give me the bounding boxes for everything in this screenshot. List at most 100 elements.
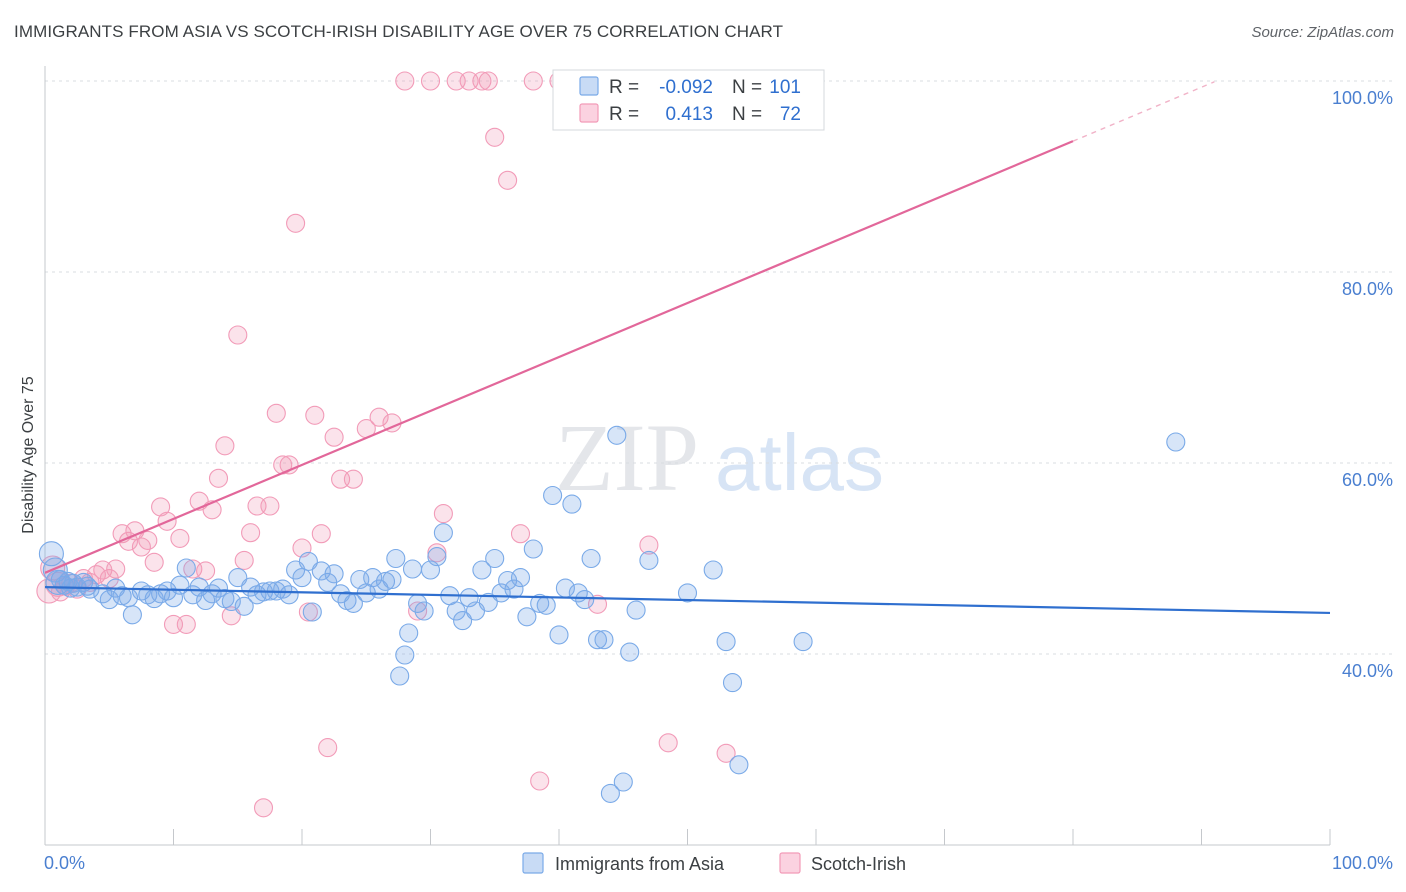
- point-scotch-irish-30: [221, 606, 241, 626]
- y-axis-title: Disability Age Over 75: [20, 376, 37, 534]
- point-scotch-irish-61: [485, 127, 505, 147]
- point-immigrants-asia-59: [390, 666, 410, 686]
- point-immigrants-asia-13: [99, 590, 119, 610]
- point-immigrants-asia-101: [716, 632, 736, 652]
- point-immigrants-asia-60: [395, 645, 415, 665]
- legend-n-value-pink: 72: [780, 104, 801, 125]
- trend-lines: [44, 81, 1331, 615]
- point-immigrants-asia-62: [402, 559, 423, 579]
- bottom-legend-label-pink: Scotch-Irish: [811, 854, 906, 874]
- point-immigrants-asia-41: [279, 585, 299, 605]
- point-immigrants-asia-70: [453, 611, 473, 631]
- point-scotch-irish-33: [241, 523, 261, 543]
- point-scotch-irish-54: [420, 71, 441, 91]
- y-tick-label-40: 40.0%: [1342, 661, 1393, 681]
- point-scotch-irish-60: [478, 71, 498, 91]
- legend-r-label-blue: R =: [609, 77, 639, 98]
- point-immigrants-asia-91: [587, 630, 608, 650]
- point-immigrants-asia-81: [523, 539, 543, 559]
- point-immigrants-asia-74: [478, 592, 498, 612]
- point-immigrants-asia-73: [472, 560, 492, 580]
- point-scotch-irish-56: [433, 504, 453, 524]
- watermark-atlas: atlas: [715, 418, 884, 507]
- point-immigrants-asia-97: [626, 600, 646, 620]
- point-immigrants-asia-44: [298, 551, 318, 571]
- point-immigrants-asia-102: [722, 673, 743, 693]
- point-immigrants-asia-66: [427, 547, 447, 567]
- trend-line-scotch-irish-extension: [1072, 81, 1215, 142]
- point-scotch-irish-28: [208, 468, 229, 488]
- trend-line-scotch-irish: [44, 140, 1074, 574]
- point-immigrants-asia-33: [228, 568, 248, 588]
- legend-swatch-pink: [579, 103, 599, 123]
- point-immigrants-asia-57: [382, 569, 402, 590]
- y-tick-label-80: 80.0%: [1342, 279, 1393, 299]
- point-immigrants-asia-84: [543, 485, 563, 506]
- x-tick-label-left: 0.0%: [44, 853, 85, 873]
- legend-n-label-blue: N =: [732, 77, 762, 98]
- point-scotch-irish-69: [658, 733, 678, 753]
- point-immigrants-asia-99: [677, 583, 698, 603]
- legend-swatch-blue: [579, 76, 599, 96]
- point-scotch-irish-36: [260, 496, 280, 516]
- point-immigrants-asia-100: [703, 560, 723, 580]
- stats-legend: R = -0.092 N = 101 R = 0.413 N = 72: [552, 69, 825, 131]
- point-immigrants-asia-104: [793, 632, 813, 652]
- point-immigrants-asia-96: [620, 642, 640, 662]
- point-immigrants-asia-64: [414, 601, 434, 621]
- point-immigrants-asia-45: [302, 602, 322, 622]
- y-tick-label-100: 100.0%: [1332, 88, 1393, 108]
- legend-r-label-pink: R =: [609, 104, 639, 125]
- point-scotch-irish-63: [510, 524, 531, 544]
- point-scotch-irish-18: [144, 552, 164, 572]
- point-immigrants-asia-105: [1166, 432, 1186, 452]
- point-immigrants-asia-58: [386, 548, 406, 569]
- point-scotch-irish-23: [176, 614, 196, 634]
- point-scotch-irish-68: [639, 535, 659, 555]
- axes: [44, 66, 1331, 846]
- point-immigrants-asia-46: [311, 561, 331, 581]
- point-scotch-irish-70: [716, 743, 736, 763]
- y-tick-label-60: 60.0%: [1342, 470, 1393, 490]
- point-immigrants-asia-78: [504, 579, 524, 599]
- point-immigrants-asia-94: [607, 425, 627, 445]
- chart-title: IMMIGRANTS FROM ASIA VS SCOTCH-IRISH DIS…: [14, 22, 784, 41]
- point-scotch-irish-44: [311, 524, 331, 544]
- point-immigrants-asia-10: [77, 576, 97, 596]
- point-immigrants-asia-85: [549, 625, 569, 645]
- legend-n-label-pink: N =: [732, 104, 762, 125]
- series-legend: Immigrants from Asia Scotch-Irish: [522, 852, 906, 874]
- point-immigrants-asia-56: [375, 571, 396, 591]
- bottom-legend-label-blue: Immigrants from Asia: [555, 854, 725, 874]
- point-scotch-irish-29: [215, 436, 235, 456]
- point-scotch-irish-46: [324, 427, 344, 447]
- point-immigrants-asia-83: [536, 595, 556, 615]
- point-immigrants-asia-90: [581, 548, 601, 569]
- point-immigrants-asia-25: [176, 558, 196, 578]
- point-scotch-irish-53: [408, 601, 428, 621]
- point-immigrants-asia-92: [594, 630, 614, 650]
- bottom-legend-swatch-blue: [522, 852, 544, 874]
- point-scotch-irish-35: [253, 798, 274, 818]
- legend-r-value-blue: -0.092: [659, 77, 713, 98]
- point-immigrants-asia-30: [208, 578, 229, 598]
- legend-n-value-blue: 101: [769, 77, 801, 98]
- point-immigrants-asia-34: [234, 596, 254, 616]
- source-label: Source: ZipAtlas.com: [1251, 24, 1394, 41]
- point-scotch-irish-43: [305, 405, 325, 425]
- point-immigrants-asia-103: [729, 755, 749, 775]
- point-scotch-irish-52: [395, 71, 415, 91]
- point-immigrants-asia-80: [517, 607, 537, 627]
- point-scotch-irish-45: [318, 738, 338, 758]
- point-scotch-irish-40: [286, 213, 306, 233]
- point-scotch-irish-32: [234, 550, 254, 570]
- point-immigrants-asia-98: [639, 550, 659, 570]
- point-scotch-irish-62: [498, 170, 518, 190]
- point-immigrants-asia-48: [324, 564, 344, 584]
- point-immigrants-asia-67: [433, 523, 453, 543]
- point-immigrants-asia-75: [485, 548, 505, 569]
- point-immigrants-asia-43: [292, 568, 312, 588]
- point-scotch-irish-59: [472, 71, 492, 91]
- point-immigrants-asia-54: [363, 568, 383, 588]
